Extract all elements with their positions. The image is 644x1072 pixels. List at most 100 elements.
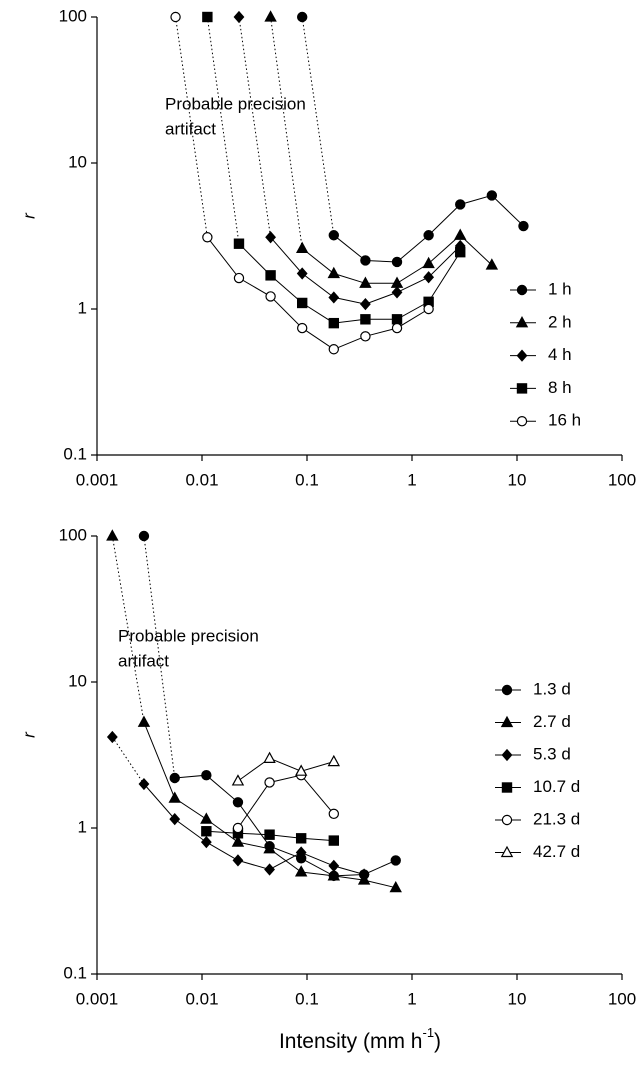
x-axis-label-text: Intensity (mm h <box>279 1030 423 1053</box>
series-line <box>333 194 524 263</box>
point <box>423 303 434 315</box>
legend-label: 5.3 d <box>533 744 571 763</box>
point <box>328 859 340 873</box>
point <box>106 730 118 744</box>
point <box>328 808 340 820</box>
point <box>389 880 402 893</box>
point <box>264 863 275 876</box>
legend-marker <box>501 782 513 793</box>
point <box>518 220 529 232</box>
artifact-segment <box>175 16 208 238</box>
point <box>360 314 371 325</box>
point <box>201 826 212 837</box>
artifact-segment <box>301 16 335 236</box>
y-tick-label: 10 <box>68 671 87 690</box>
artifact-segment <box>143 535 176 779</box>
y-tick-label: 10 <box>68 152 87 171</box>
annotation: artifact <box>165 119 216 138</box>
x-tick-label: 100 <box>608 470 636 489</box>
point <box>202 232 213 243</box>
point <box>391 256 403 268</box>
point <box>295 833 307 844</box>
legend-marker <box>501 748 513 762</box>
point <box>168 791 181 803</box>
x-tick-label: 0.001 <box>76 470 119 489</box>
series-line <box>270 236 461 305</box>
y-tick-label: 100 <box>59 525 87 544</box>
point <box>264 829 275 840</box>
point <box>423 271 435 284</box>
point <box>327 869 341 881</box>
y-axis-label: r <box>19 212 38 219</box>
legend-label: 10.7 d <box>533 777 580 796</box>
point <box>202 11 213 23</box>
point <box>296 267 308 280</box>
point <box>391 286 403 299</box>
point <box>263 751 276 763</box>
point <box>233 238 245 249</box>
y-tick-label: 0.1 <box>63 444 87 463</box>
point <box>486 190 498 201</box>
point <box>360 298 371 311</box>
point <box>137 715 151 727</box>
annotation: Probable precision <box>118 626 259 645</box>
legend-marker <box>515 316 529 328</box>
series-line <box>207 236 429 350</box>
legend-label: 16 h <box>548 411 581 430</box>
legend-label: 4 h <box>548 345 572 364</box>
point <box>327 266 341 279</box>
y-axis-label: r <box>19 731 38 738</box>
x-tick-label: 0.001 <box>76 989 119 1008</box>
point <box>295 846 307 859</box>
point <box>422 256 435 269</box>
legend-label: 2 h <box>548 312 572 331</box>
legend-label: 21.3 d <box>533 809 580 828</box>
point <box>201 769 212 781</box>
x-axis-label: Intensity (mm h-1) <box>279 1025 441 1052</box>
point <box>391 314 403 325</box>
point <box>328 317 340 329</box>
point <box>232 854 244 867</box>
point <box>360 331 371 342</box>
y-tick-label: 0.1 <box>63 963 87 982</box>
point <box>423 230 434 241</box>
point <box>138 777 150 791</box>
legend-label: 1.3 d <box>533 679 571 698</box>
point <box>294 865 308 877</box>
x-tick-label: 100 <box>608 989 636 1008</box>
point <box>328 230 340 241</box>
x-tick-label: 1 <box>407 989 416 1008</box>
x-tick-label: 1 <box>407 470 416 489</box>
point <box>296 11 308 23</box>
point <box>233 10 245 24</box>
series-line <box>237 774 335 829</box>
x-axis-label-tail: ) <box>434 1030 441 1053</box>
artifact-segment <box>270 16 303 249</box>
point <box>232 797 244 808</box>
point <box>231 835 245 847</box>
point <box>170 11 181 23</box>
x-tick-label: 10 <box>508 470 527 489</box>
legend-label: 8 h <box>548 378 572 397</box>
point <box>200 836 212 849</box>
x-tick-label: 10 <box>508 989 527 1008</box>
point <box>296 297 308 309</box>
point <box>328 835 340 846</box>
point <box>485 258 499 270</box>
point <box>359 276 372 288</box>
point <box>169 813 181 826</box>
point <box>390 276 404 288</box>
series-line <box>143 722 396 889</box>
point <box>264 777 275 788</box>
x-tick-label: 0.1 <box>295 470 319 489</box>
point <box>233 272 245 284</box>
point <box>294 764 308 776</box>
legend-marker <box>501 814 513 826</box>
point <box>265 270 276 281</box>
series-line <box>237 757 334 782</box>
x-tick-label: 0.1 <box>295 989 319 1008</box>
legend-label: 42.7 d <box>533 842 580 861</box>
point <box>106 529 119 541</box>
series-line <box>238 243 461 324</box>
